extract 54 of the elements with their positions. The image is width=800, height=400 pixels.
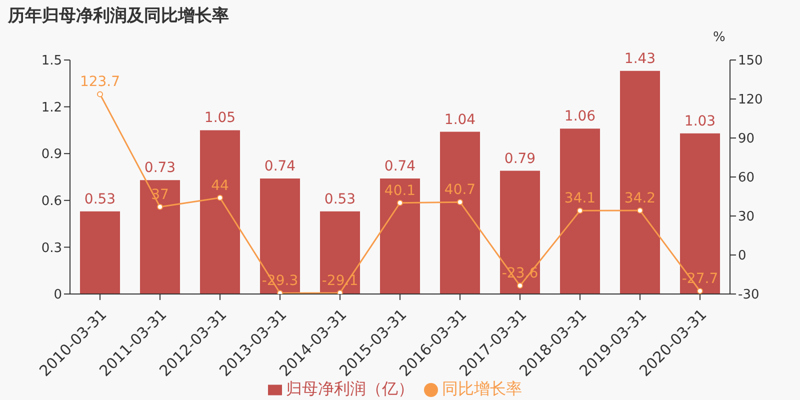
bar [80, 211, 120, 294]
data-label: 0.74 [264, 158, 296, 175]
y-tick-label: 0 [54, 288, 62, 303]
data-label: 123.7 [80, 74, 120, 90]
y2-tick-label: 60 [738, 170, 755, 186]
bar [440, 132, 480, 294]
data-label: 1.05 [204, 110, 236, 126]
y-tick-label: 1.5 [41, 54, 62, 69]
y2-axis-title: % [713, 30, 726, 45]
data-label: 0.53 [84, 191, 116, 208]
data-label: 1.06 [564, 108, 596, 125]
bar [560, 128, 600, 294]
bar [380, 178, 420, 294]
y2-tick-label: 30 [738, 210, 755, 225]
data-label: 0.74 [384, 158, 416, 175]
data-label: 34.2 [624, 190, 656, 207]
data-label: 1.04 [444, 112, 476, 128]
legend-label: 同比增长率 [442, 379, 522, 398]
point [517, 282, 523, 289]
point [637, 208, 643, 214]
y2-tick-label: 0 [738, 248, 746, 264]
data-label: 0.73 [144, 160, 176, 176]
point [577, 208, 583, 214]
y2-tick-label: -30 [738, 288, 760, 303]
bar [260, 178, 300, 294]
bar [500, 170, 540, 294]
data-label: 40.1 [384, 182, 416, 199]
data-label: 40.7 [444, 182, 476, 198]
y2-tick-label: 150 [738, 54, 763, 69]
data-label: 1.43 [624, 50, 656, 67]
y2-tick-label: 120 [738, 92, 763, 108]
bar [680, 133, 720, 294]
data-label: 1.03 [684, 113, 716, 130]
bar [140, 180, 180, 294]
point [697, 288, 703, 294]
point [337, 290, 343, 294]
point [397, 200, 403, 206]
y-tick-label: 1.2 [41, 100, 62, 116]
point [157, 204, 163, 210]
point [457, 199, 463, 206]
legend-label: 归母净利润（亿） [286, 379, 414, 398]
data-label: 0.53 [324, 191, 356, 208]
bar [200, 130, 240, 294]
chart-title: 历年归母净利润及同比增长率 [8, 5, 229, 27]
y2-tick-label: 90 [738, 132, 755, 147]
data-label: 44 [211, 178, 229, 194]
y-tick-label: 0.3 [41, 240, 62, 256]
data-label: 0.79 [504, 150, 536, 167]
point [97, 91, 103, 98]
data-label: 34.1 [564, 190, 596, 207]
point [217, 194, 223, 201]
bar [620, 70, 660, 294]
y-tick-label: 0.6 [41, 194, 62, 210]
y-tick-label: 0.9 [41, 147, 62, 162]
